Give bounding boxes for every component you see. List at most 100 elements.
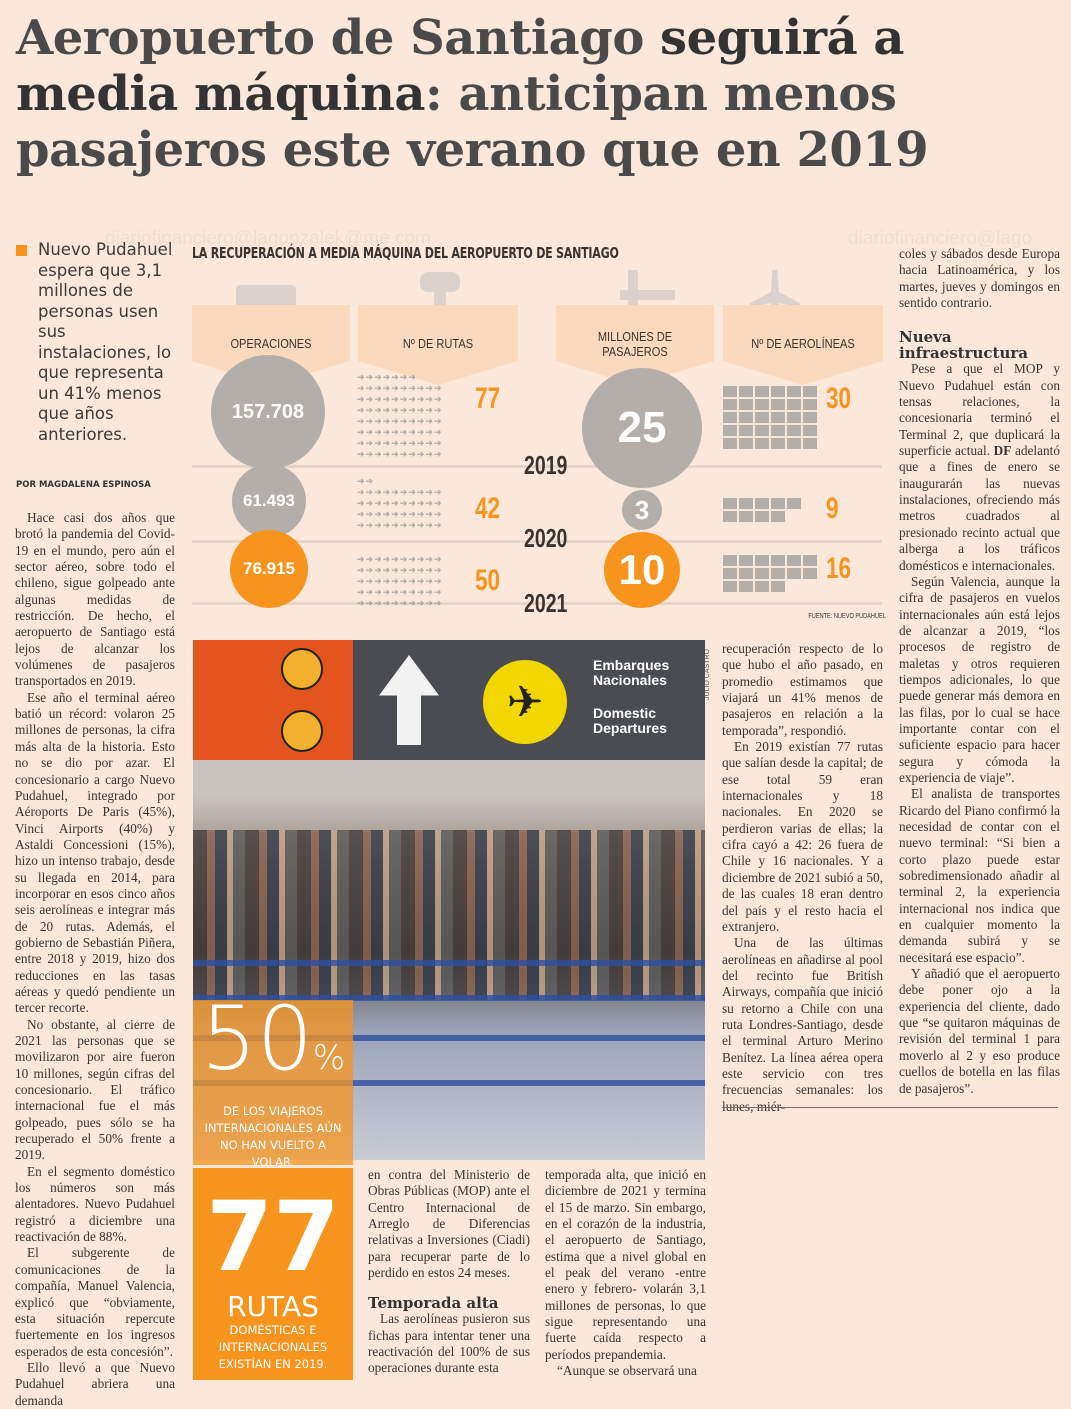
rutas-arrows-2021: ➔➔➔➔➔➔➔➔➔➔ ➔➔➔➔➔➔➔➔➔➔ ➔➔➔➔➔➔➔➔➔➔ ➔➔➔➔➔➔➔➔➔➔… [357,554,477,609]
aerolineas-2020-value: 9 [826,492,839,525]
route-arrow-row: ➔➔➔➔➔➔➔➔➔➔ [357,587,443,597]
year-label: 2021 [524,588,568,618]
stat-number: 50 [200,987,313,1090]
luggage-icon [281,710,323,752]
airline-square [803,425,817,436]
route-arrow-row: ➔➔➔➔➔➔➔➔➔➔ [357,520,443,530]
aerolineas-2019-value: 30 [826,382,852,415]
paragraph: En 2019 existían 77 rutas que salían des… [722,739,883,934]
airline-square [739,399,753,410]
source-note: FUENTE: NUEVO PUDAHUEL [808,613,886,620]
airline-square [723,581,737,592]
header-label: Nº DE RUTAS [402,336,474,351]
rutas-arrows-2020: ➔➔ ➔➔➔➔➔➔➔➔➔➔ ➔➔➔➔➔➔➔➔➔➔ ➔➔➔➔➔➔➔➔➔➔ ➔➔➔➔➔➔➔➔… [357,476,477,531]
airline-square [755,386,769,397]
headline-part: Aeropuerto de Santiago [16,10,661,66]
lede-text: Nuevo Pudahuel espera que 3,1 millones d… [38,240,173,444]
year-label: 2020 [524,523,568,553]
article-column-4: recuperación respecto de lo que hubo el … [722,641,883,1115]
airline-square [723,438,737,449]
airline-square [739,425,753,436]
paragraph: Y añadió que el aeropuerto debe poner oj… [899,966,1060,1096]
queue-barrier [193,995,705,1001]
stat-callout-routes: 77 RUTAS DOMÉSTICAS E INTERNACIONALES EX… [193,1168,353,1380]
checkin-people-icon [620,290,675,300]
route-arrow-row: ➔➔➔➔➔➔➔➔➔➔ [357,405,443,415]
article-column-5: coles y sábados desde Europa hacia Latin… [899,246,1060,1097]
airline-square [739,568,753,579]
divider-line [192,602,882,605]
paragraph: Ello llevó a que Nuevo Pudahuel abriera … [15,1359,175,1408]
sign-line: Departures [593,720,667,736]
header-label: MILLONES DE PASAJEROS [597,329,673,359]
route-arrow-row: ➔➔➔➔➔➔➔➔➔➔ [357,487,443,497]
aerolineas-squares-2021 [723,555,819,592]
rutas-2021-value: 50 [475,564,501,597]
airline-square [803,399,817,410]
watermark: diariofinanciero@lago [848,228,1033,249]
subheading: Temporada alta [368,1294,499,1313]
headline-part: : anticipan menos [425,66,897,122]
airline-square [723,568,737,579]
airline-square [755,399,769,410]
airline-square [739,438,753,449]
paragraph: En el segmento doméstico los números son… [15,1163,175,1245]
airline-square [771,399,785,410]
airline-square [787,399,801,410]
photo-credit: JULIO CASTRO [704,649,711,700]
aerolineas-2021-value: 16 [826,552,852,585]
airline-square [787,412,801,423]
route-arrow-row: ➔➔➔➔➔➔➔➔➔➔ [357,383,443,393]
paragraph-text: adelantó que a fines de enero se inaugur… [899,443,1060,573]
control-tower-icon [420,272,460,292]
df-bold: DF [993,443,1012,459]
article-column-3: temporada alta, que inició en diciembre … [545,1167,706,1379]
rutas-2019-value: 77 [475,382,501,415]
header-aerolineas: Nº DE AEROLÍNEAS [723,305,883,385]
infographic: LA RECUPERACIÓN A MEDIA MÁQUINA DEL AERO… [190,240,890,630]
article-column-1: Hace casi dos años que brotó la pandemia… [15,510,175,1409]
lede: Nuevo Pudahuel espera que 3,1 millones d… [16,240,181,445]
header-label: Nº DE AEROLÍNEAS [751,336,855,351]
airline-square [723,386,737,397]
airline-square [755,568,769,579]
aerolineas-squares-2020 [723,498,803,522]
paragraph: recuperación respecto de lo que hubo el … [722,641,883,738]
rutas-arrows-2019: ➔➔➔➔➔➔➔ ➔➔➔➔➔➔➔➔➔➔ ➔➔➔➔➔➔➔➔➔➔ ➔➔➔➔➔➔➔➔➔➔ ➔➔➔… [357,372,477,460]
airline-square [787,386,801,397]
paragraph: Una de las últimas aerolíneas en añadirs… [722,935,883,1114]
airline-square [787,555,801,566]
headline-part: pasajeros este verano que en 2019 [16,122,929,178]
sign-text: Embarques Nacionales Domestic Departures [593,658,669,736]
watermark: diariofinanciero@lagonzalek@me.com [105,228,431,249]
airline-square [723,412,737,423]
pasajeros-2020: 3 [622,490,662,530]
airline-square [803,438,817,449]
paragraph: Hace casi dos años que brotó la pandemia… [15,510,175,689]
queue-barrier [193,1080,705,1086]
operaciones-2021: 76.915 [230,530,308,608]
operaciones-2019: 157.708 [211,355,325,469]
paragraph: No obstante, al cierre de 2021 las perso… [15,1016,175,1163]
operaciones-2020: 61.493 [232,464,306,538]
airline-square [787,568,801,579]
checkin-people-icon [628,270,638,325]
paragraph: coles y sábados desde Europa hacia Latin… [899,246,1060,311]
airline-square [755,581,769,592]
paragraph: en contra del Ministerio de Obras Públic… [368,1167,530,1281]
column-rule [722,1107,1058,1108]
headline-bold: media máquina [16,66,426,122]
sign-line: Domestic [593,705,657,721]
paragraph: temporada alta, que inició en diciembre … [545,1167,706,1362]
queue-barrier [193,960,705,966]
airline-square [723,425,737,436]
airline-square [787,425,801,436]
airline-square [723,498,737,509]
airline-square [739,555,753,566]
paragraph: Según Valencia, aunque la cifra de pasaj… [899,573,1060,785]
subheading: Nueva infraestructura [899,328,1028,363]
airline-square [771,425,785,436]
route-arrow-row: ➔➔ [357,476,375,486]
pasajeros-2019: 25 [582,368,702,488]
divider-line [192,465,882,468]
